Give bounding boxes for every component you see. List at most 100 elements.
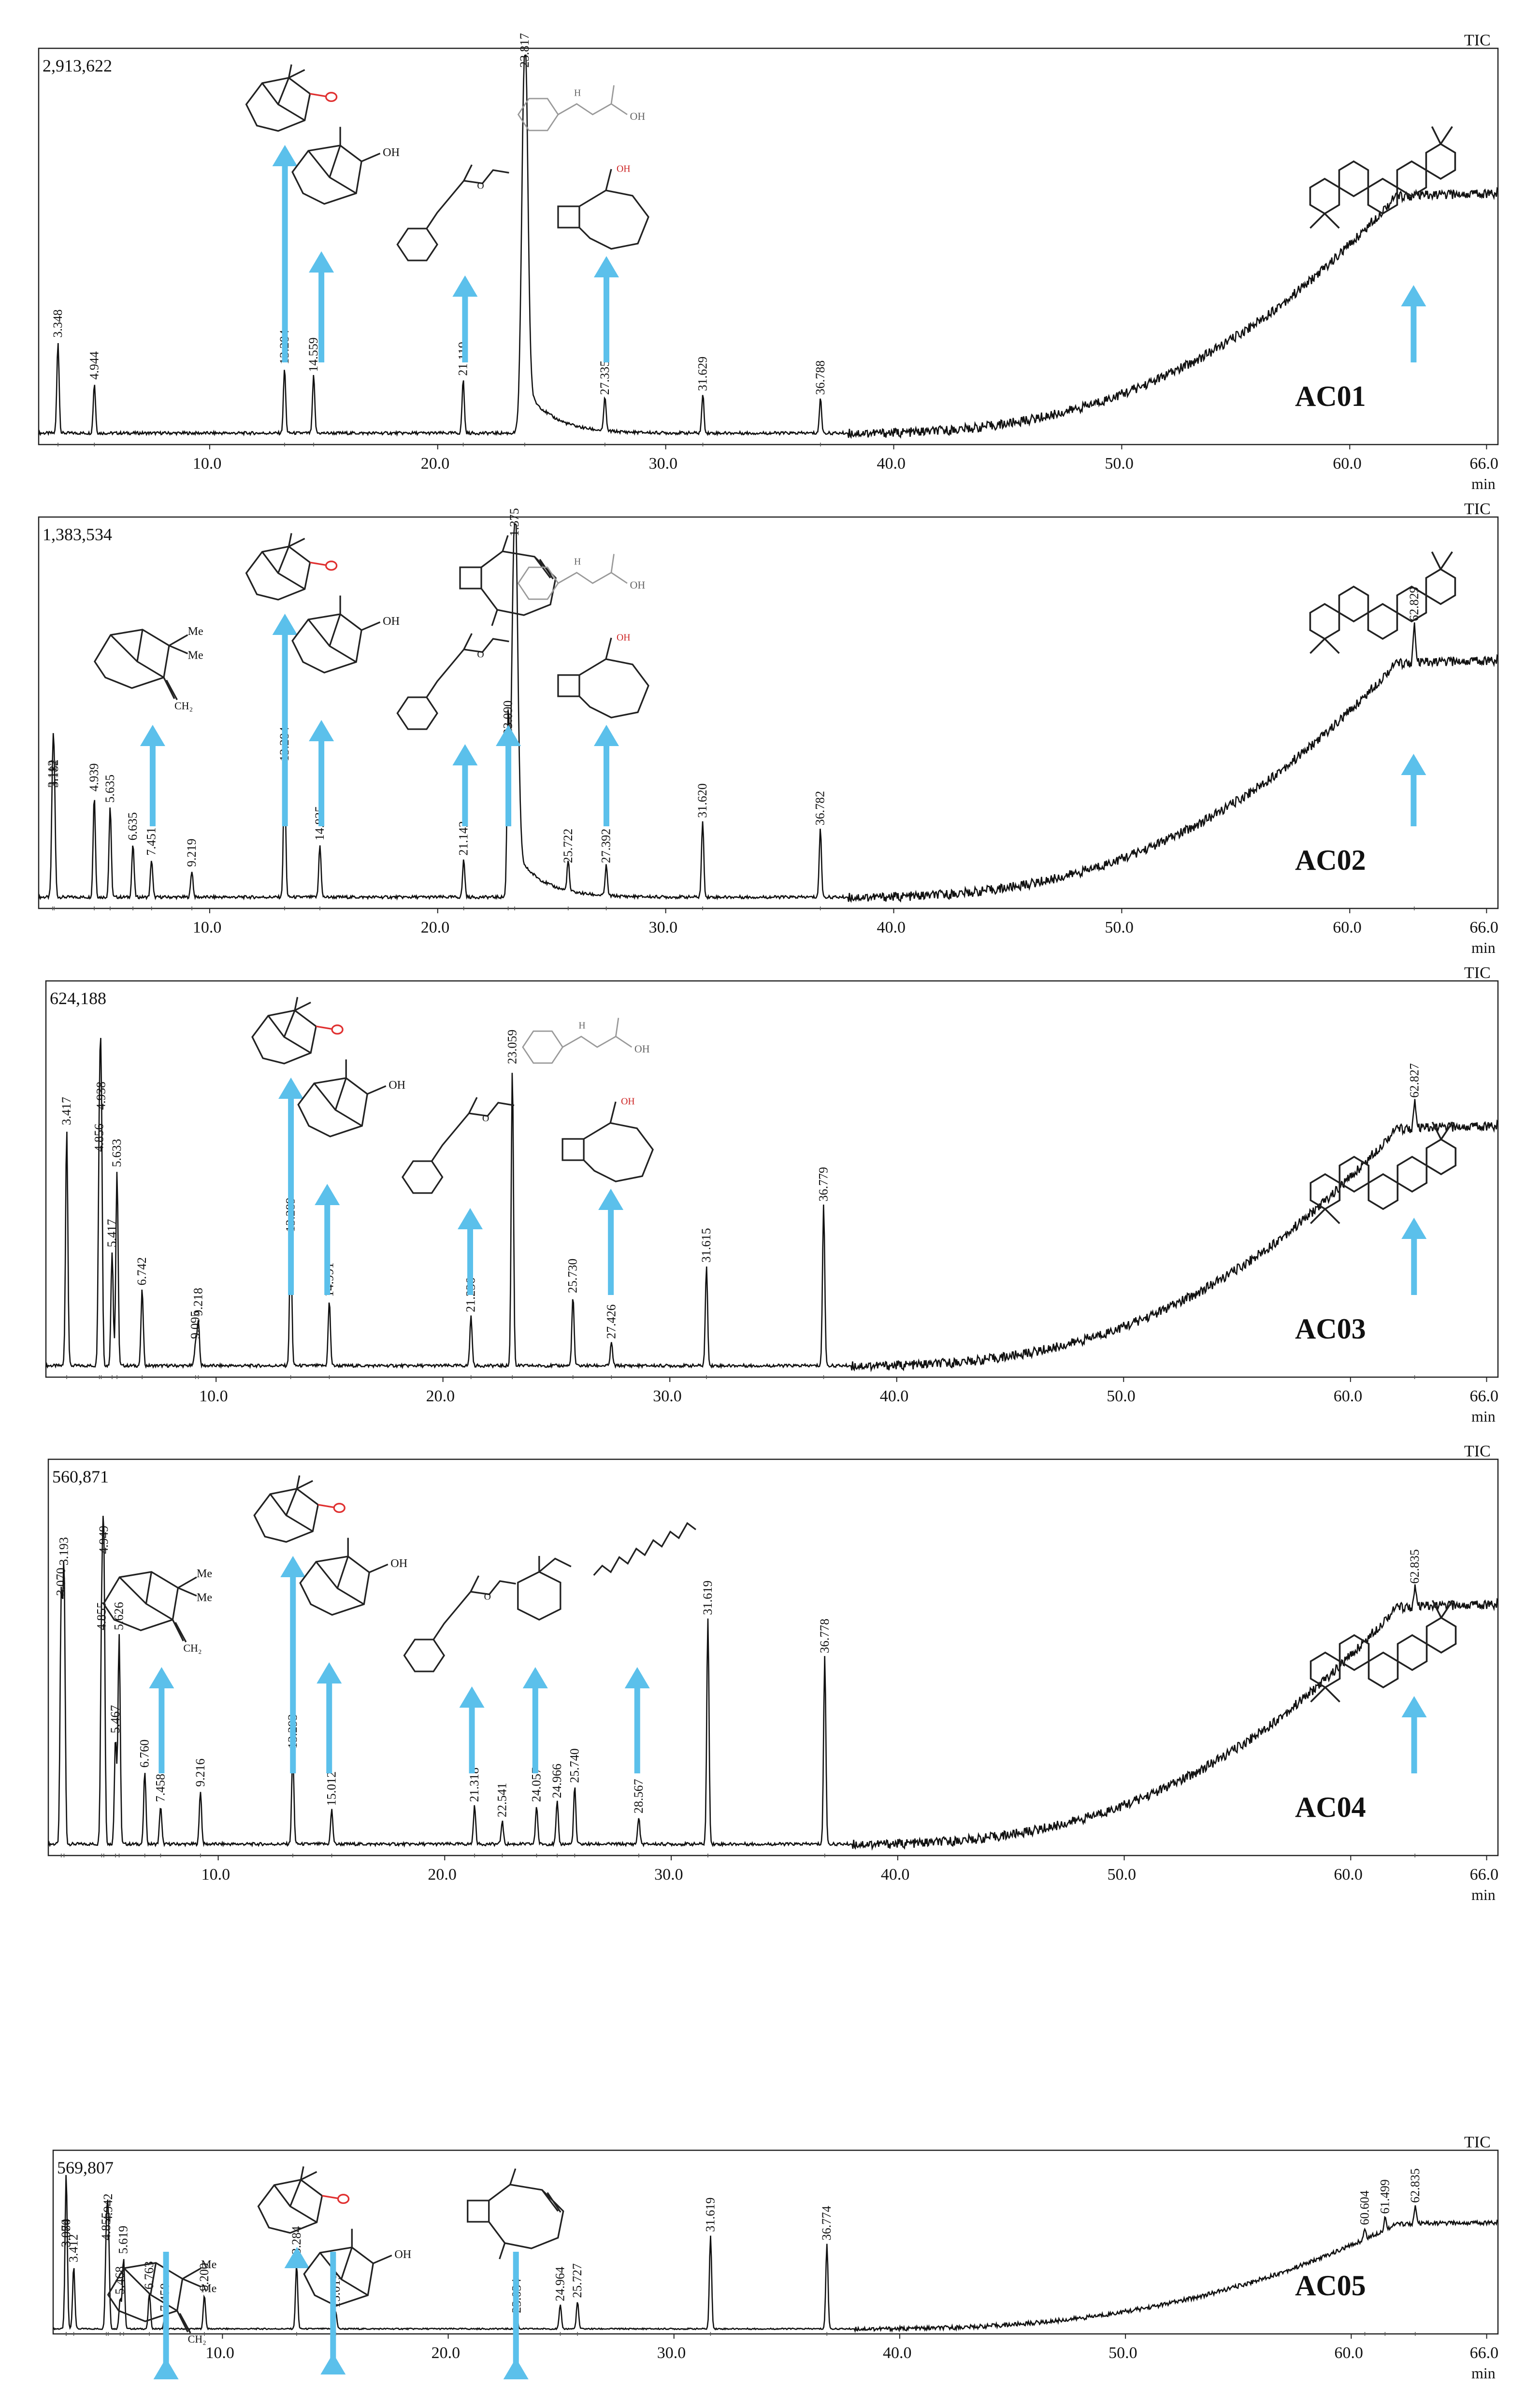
arrow-head: [272, 614, 298, 635]
x-tick-label: 66.0: [1470, 1866, 1499, 1884]
camphor-bonds: [245, 64, 311, 132]
peak-label: 9.216: [193, 1758, 207, 1787]
camphene-structure: Me Me CH₂: [93, 625, 203, 712]
x-unit-label: min: [1471, 475, 1496, 492]
cinnamic-acid-structure: OH H: [517, 554, 645, 600]
ethyl-cinnamate-structure: O: [396, 164, 509, 261]
x-tick-label: 20.0: [432, 2344, 461, 2362]
peak-label: 62.835: [1408, 1549, 1422, 1584]
peak-label: 5.417: [105, 1219, 119, 1248]
borneol-structure: OH: [291, 127, 400, 205]
arrow-head: [496, 725, 521, 746]
arrow-head: [280, 1556, 306, 1577]
arrow-head: [1401, 754, 1426, 775]
camphor-structure: [251, 997, 344, 1065]
camphor-bonds: [251, 997, 317, 1065]
methyl-label-b: Me: [201, 2282, 216, 2295]
tic-label: TIC: [1464, 1442, 1491, 1460]
peak-label: 6.742: [135, 1257, 149, 1286]
ester-oxygen: O: [477, 649, 484, 660]
x-tick-label: 66.0: [1469, 919, 1498, 936]
oxygen-atom: [337, 2194, 350, 2204]
ester-oxygen: O: [484, 1592, 491, 1602]
panel-frame: [38, 516, 1499, 909]
peak-label: 62.835: [1408, 2168, 1422, 2203]
peak-label: 28.567: [632, 1779, 646, 1814]
oxide-label: OH: [617, 164, 631, 174]
peak-label: 25.740: [567, 1748, 581, 1783]
peak-label: 5.619: [116, 2226, 130, 2254]
caryophyllene-oxide-bonds: [557, 637, 649, 719]
peak-label: 3.348: [51, 309, 65, 338]
peak-label: 36.782: [813, 791, 827, 826]
chromatogram-trace: [47, 1515, 1499, 1851]
methylene-label: CH₂: [183, 1642, 201, 1654]
arrow-head: [503, 2358, 529, 2379]
triterpene-structure: [1309, 551, 1456, 654]
x-tick-label: 30.0: [649, 919, 678, 936]
ethyl-cinnamate-structure: O: [402, 1097, 515, 1194]
ethyl-cinnamate-structure: O: [403, 1575, 516, 1672]
borneol-bonds: [291, 127, 381, 205]
arrow-head: [153, 2358, 179, 2379]
caryophyllene-oxide-bonds: [557, 169, 649, 250]
peak-label: 21.142: [457, 821, 471, 856]
caryophyllene-bonds: [459, 535, 557, 626]
peak-label: 5.468: [113, 2266, 127, 2295]
arrow-head: [593, 256, 619, 277]
arrow-head: [624, 1667, 650, 1688]
x-tick-label: 10.0: [193, 919, 222, 936]
camphor-structure: [245, 533, 338, 601]
ethyl-cinnamate-bonds: [396, 164, 509, 261]
max-intensity-label: 569,807: [57, 2158, 114, 2177]
x-tick-label: 40.0: [883, 2344, 912, 2362]
arrow-head: [1401, 1218, 1427, 1239]
arrow-head: [272, 145, 298, 166]
oxide-label: OH: [617, 633, 631, 643]
x-tick-label: 50.0: [1108, 1866, 1137, 1884]
sample-label: AC03: [1295, 1313, 1366, 1345]
peak-label: 31.629: [696, 357, 710, 391]
peak-label: 1.375: [507, 508, 521, 537]
chromatogram-trace: [52, 2175, 1498, 2333]
oxide-label: OH: [621, 1096, 635, 1107]
cinnamic-acid-structure: OH H: [517, 85, 645, 131]
peak-label: 9.218: [191, 1288, 205, 1316]
x-tick-label: 10.0: [199, 1387, 228, 1405]
peak-label: 4.855: [99, 2212, 113, 2241]
triterpene-rings: [1310, 1600, 1457, 1703]
x-tick-label: 10.0: [193, 455, 222, 473]
x-tick-label: 60.0: [1333, 455, 1362, 473]
methyl-label-a: Me: [197, 1567, 212, 1580]
panel-frame: [38, 47, 1499, 446]
peak-label: 62.827: [1408, 1063, 1422, 1098]
peak-label: 3.193: [57, 1537, 71, 1566]
panel-frame: [45, 980, 1499, 1378]
max-intensity-label: 1,383,534: [43, 525, 112, 544]
carbonyl-bond: [317, 1504, 334, 1509]
cinnamic-acid-bonds: [522, 1018, 633, 1064]
peak-label: 4.939: [87, 763, 101, 792]
peak-label: 31.615: [699, 1228, 713, 1263]
x-tick-label: 20.0: [428, 1866, 457, 1884]
panel-ac02: 1,383,534 TIC AC02 10.0 20.0 30.0 40.0 50.0 60.0…: [38, 500, 1499, 956]
sample-label: AC05: [1295, 2270, 1366, 2302]
max-intensity-label: 560,871: [52, 1467, 109, 1486]
panel-ac05: 569,807 TIC AC05 10.0 20.0 30.0 40.0 50.0 60.0 66…: [52, 2133, 1499, 2382]
triterpene-rings: [1310, 1122, 1457, 1224]
peak-label: 3.112: [45, 760, 59, 788]
x-unit-label: min: [1471, 1886, 1496, 1903]
peak-label: 27.426: [604, 1304, 618, 1339]
panel-frame: [47, 1458, 1499, 1856]
cinnamic-acid-bonds: [517, 85, 628, 131]
triterpene-structure: [1309, 126, 1456, 229]
borneol-bonds: [299, 1538, 389, 1616]
peak-label: 27.392: [599, 829, 613, 863]
borneol-bonds: [291, 595, 381, 674]
peak-label: 3.070: [54, 1568, 68, 1596]
peak-label: 3.182: [47, 760, 61, 788]
ethyl-cinnamate-bonds: [396, 633, 509, 730]
triterpene-rings: [1309, 126, 1456, 229]
peak-label: 3.417: [59, 1097, 73, 1125]
